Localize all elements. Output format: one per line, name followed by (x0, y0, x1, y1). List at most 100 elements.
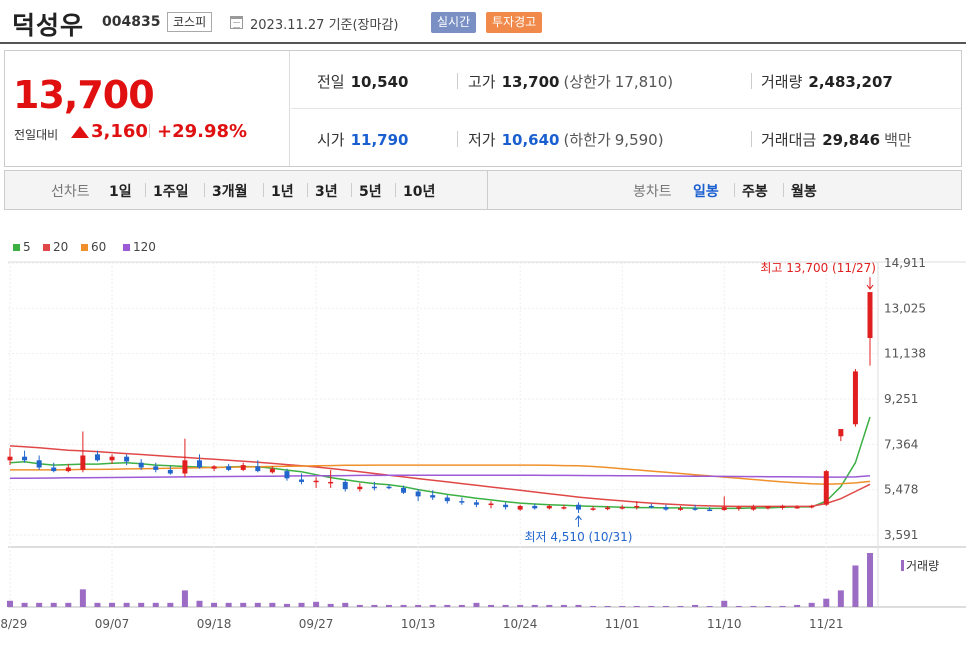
base-date: 2023.11.27 기준(장마감) (250, 18, 399, 33)
volume-bar (385, 604, 392, 607)
price-summary: 13,700 전일대비 3,160 +29.98% 전일 10,540 고가 13,… (4, 50, 962, 167)
candle-body (459, 501, 465, 503)
volume-bar (633, 605, 640, 607)
legend-swatch (13, 244, 20, 251)
tab-line-3m[interactable]: 3개월 (212, 184, 248, 200)
candle-body (269, 468, 275, 473)
ma-line-120 (9, 474, 871, 480)
divider (351, 183, 352, 197)
divider (457, 73, 458, 89)
volume-bar (764, 605, 771, 607)
candle-body (371, 486, 377, 489)
volume-bar (808, 602, 815, 607)
candle-body (517, 505, 523, 510)
volume-bar (298, 602, 305, 607)
candle-body (94, 454, 100, 461)
candle-body (22, 456, 28, 461)
candle-chart-label: 봉차트 (633, 184, 672, 200)
volume-bar (327, 603, 334, 607)
volume-bar (269, 602, 276, 607)
volume-bar (837, 590, 844, 607)
high-arrow-icon (866, 284, 874, 290)
tab-candle-weekly[interactable]: 주봉 (742, 184, 768, 200)
volume-bar (750, 605, 757, 607)
tab-line-1w[interactable]: 1주일 (153, 184, 189, 200)
stat-value: 2,483,207 (808, 73, 893, 91)
stat-high: 고가 13,700 (상한가 17,810) (468, 71, 673, 92)
realtime-badge[interactable]: 실시간 (431, 12, 477, 33)
volume-bar (254, 602, 261, 607)
candle-body (546, 505, 552, 509)
volume-bar (21, 602, 28, 607)
volume-bar (546, 604, 553, 607)
volume-bar (225, 602, 232, 607)
candle-body (721, 507, 727, 511)
candle-body (167, 469, 173, 474)
volume-bar (79, 589, 86, 607)
stat-value: 29,846 (822, 131, 881, 149)
divider (149, 124, 150, 138)
stat-unit: 백만 (884, 131, 912, 149)
volume-bar (823, 598, 830, 607)
legend-label: 120 (133, 240, 156, 254)
legend-swatch (43, 244, 50, 251)
volume-bar (50, 602, 57, 607)
investment-warning-badge[interactable]: 투자경고 (486, 12, 543, 33)
tab-line-1d[interactable]: 1일 (109, 184, 132, 200)
tab-candle-daily[interactable]: 일봉 (693, 184, 719, 200)
divider (395, 183, 396, 197)
candle-body (838, 429, 844, 437)
volume-bar (852, 565, 859, 607)
stat-value: 10,540 (350, 73, 409, 91)
legend-ma5[interactable]: 5 (13, 240, 31, 254)
volume-bar (211, 602, 218, 607)
price-change: 3,160 (91, 121, 148, 142)
candle-body (65, 467, 71, 472)
tab-line-10y[interactable]: 10년 (403, 184, 436, 200)
up-arrow-icon (71, 126, 89, 138)
tab-line-5y[interactable]: 5년 (359, 184, 382, 200)
candle-body (240, 465, 246, 470)
volume-bar (400, 604, 407, 607)
volume-bar (575, 604, 582, 607)
legend-ma120[interactable]: 120 (123, 240, 156, 254)
volume-legend-swatch (901, 560, 904, 571)
candle-body (313, 480, 319, 483)
stat-label: 거래대금 (761, 131, 817, 149)
candle-body (284, 471, 290, 479)
legend-label: 5 (23, 240, 31, 254)
high-price-annotation: 최고 13,700 (11/27) (760, 261, 876, 275)
candle-body (153, 466, 159, 470)
candle-body (794, 506, 800, 509)
candle-body (7, 456, 13, 461)
volume-bar (531, 604, 538, 607)
tab-candle-monthly[interactable]: 월봉 (791, 184, 817, 200)
current-price-panel: 13,700 전일대비 3,160 +29.98% (5, 51, 290, 166)
volume-bar (488, 604, 495, 607)
candle-body (619, 507, 625, 509)
candle-body (575, 504, 581, 510)
x-tick-label: 09/18 (197, 617, 232, 631)
volume-bar (648, 605, 655, 607)
candle-body (138, 462, 144, 468)
stat-label: 고가 (468, 73, 496, 91)
volume-bar (502, 604, 509, 607)
page-header: 덕성우 004835 코스피 2023.11.27 기준(장마감) 실시간 투자… (0, 0, 966, 44)
tab-line-1y[interactable]: 1년 (271, 184, 294, 200)
volume-bar (794, 604, 801, 607)
price-change-percent: +29.98% (157, 121, 248, 142)
volume-bar (677, 605, 684, 607)
stat-open: 시가 11,790 (317, 129, 409, 150)
tab-line-3y[interactable]: 3년 (315, 184, 338, 200)
volume-bar (590, 605, 597, 607)
candle-body (707, 509, 713, 512)
volume-bar (181, 590, 188, 607)
legend-ma60[interactable]: 60 (81, 240, 106, 254)
legend-label: 20 (53, 240, 69, 254)
volume-bar (109, 602, 116, 607)
divider (751, 131, 752, 147)
legend-ma20[interactable]: 20 (43, 240, 68, 254)
calendar-icon (230, 16, 243, 29)
divider (291, 108, 961, 109)
candle-body (299, 479, 305, 482)
